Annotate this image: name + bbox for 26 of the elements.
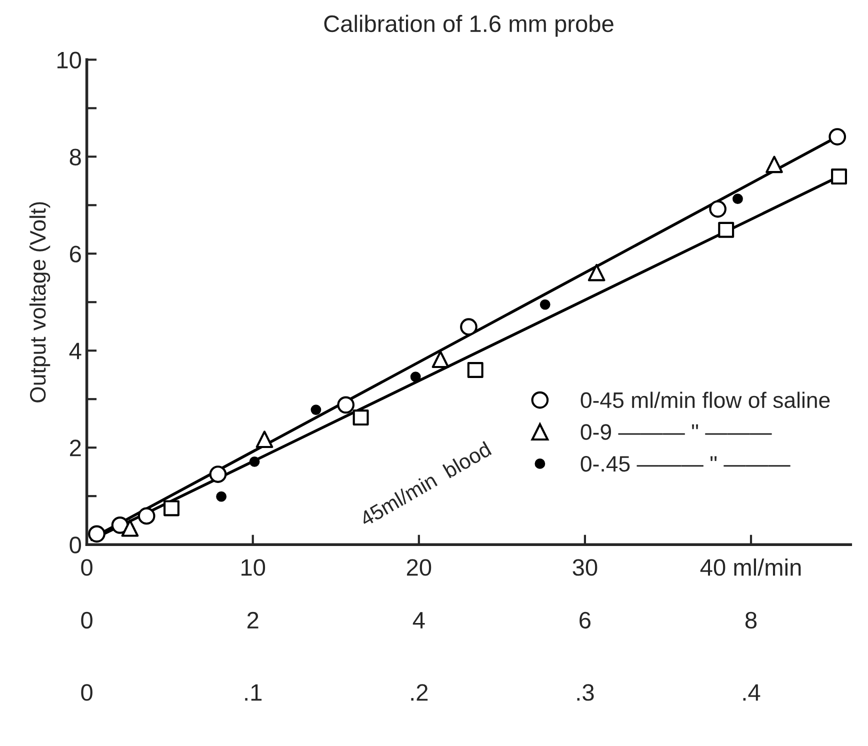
y-tick-label: 8 [70, 148, 81, 166]
legend-label: 0-45 ml/min flow of saline [580, 392, 830, 408]
text: 0 [81, 684, 92, 701]
x2-tick-label: 0 [81, 612, 92, 629]
x-tick-label: 0 [81, 559, 92, 576]
y-tick-label: 6 [70, 246, 81, 262]
x-tick-label: 20 [406, 559, 432, 576]
text: .2 [411, 684, 428, 701]
y-tick-label: 2 [70, 440, 81, 456]
chart-title: Calibration of 1.6 mm probe [324, 14, 614, 37]
x2-tick-label: 6 [580, 612, 590, 629]
y-axis-title: Output voltage (Volt) [29, 202, 50, 402]
text: .1 [245, 684, 262, 701]
legend-label: 0-.45 ——— " ——— [580, 456, 790, 472]
x2-tick-label: 2 [247, 612, 258, 628]
y-tick-label: 10 [57, 52, 82, 68]
x-tick-label: 40 ml/min [700, 558, 801, 576]
text: .4 [743, 684, 760, 701]
x-tick-label: 10 [242, 559, 266, 576]
x2-tick-label: 4 [412, 612, 425, 628]
text: .3 [577, 684, 594, 701]
y-tick-label: 4 [69, 342, 82, 360]
x2-tick-label: 8 [745, 612, 757, 629]
y-tick-label: 0 [70, 536, 82, 554]
x-tick-label: 30 [572, 559, 598, 576]
legend-label: 0-9 ——— " ——— [580, 424, 772, 440]
